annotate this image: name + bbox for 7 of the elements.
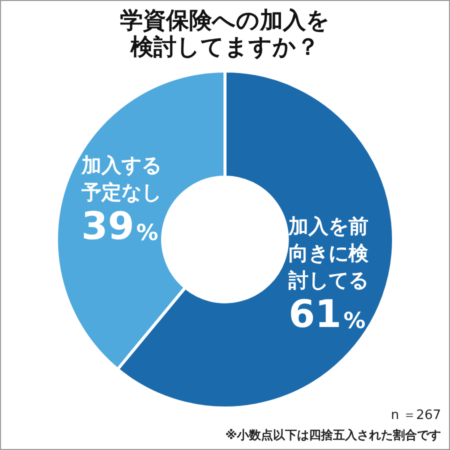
text: ※小数点以下は四捨五入された割合です (225, 428, 441, 442)
slice-label: 加入を前向きに検討してる (288, 214, 370, 292)
data-label: 61% (288, 292, 366, 336)
slice-label: 加入する予定なし (80, 152, 162, 204)
chart-title: 学資保険への加入を検討してますか？ (120, 8, 330, 61)
data-label: 39% (81, 204, 158, 248)
text: n ＝267 (390, 408, 441, 423)
